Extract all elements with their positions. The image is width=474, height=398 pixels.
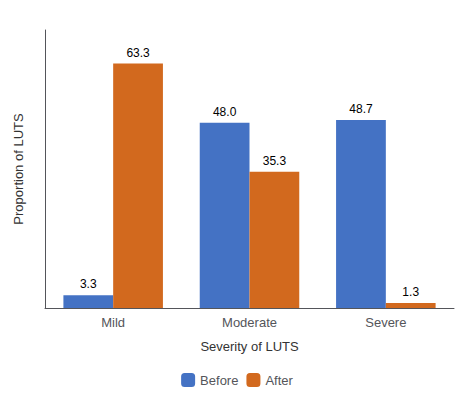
svg-text:48.0: 48.0 — [213, 105, 237, 119]
svg-text:48.7: 48.7 — [349, 102, 373, 116]
svg-text:1.3: 1.3 — [402, 285, 419, 299]
svg-text:3.3: 3.3 — [80, 277, 97, 291]
svg-text:Severity of LUTS: Severity of LUTS — [200, 339, 299, 354]
svg-text:Moderate: Moderate — [222, 315, 277, 330]
svg-text:Severe: Severe — [365, 315, 406, 330]
svg-text:After: After — [265, 373, 293, 388]
svg-text:Before: Before — [200, 373, 238, 388]
svg-text:63.3: 63.3 — [126, 46, 150, 60]
svg-text:35.3: 35.3 — [263, 154, 287, 168]
svg-text:Mild: Mild — [101, 315, 125, 330]
svg-text:Proportion of LUTS: Proportion of LUTS — [11, 113, 26, 225]
